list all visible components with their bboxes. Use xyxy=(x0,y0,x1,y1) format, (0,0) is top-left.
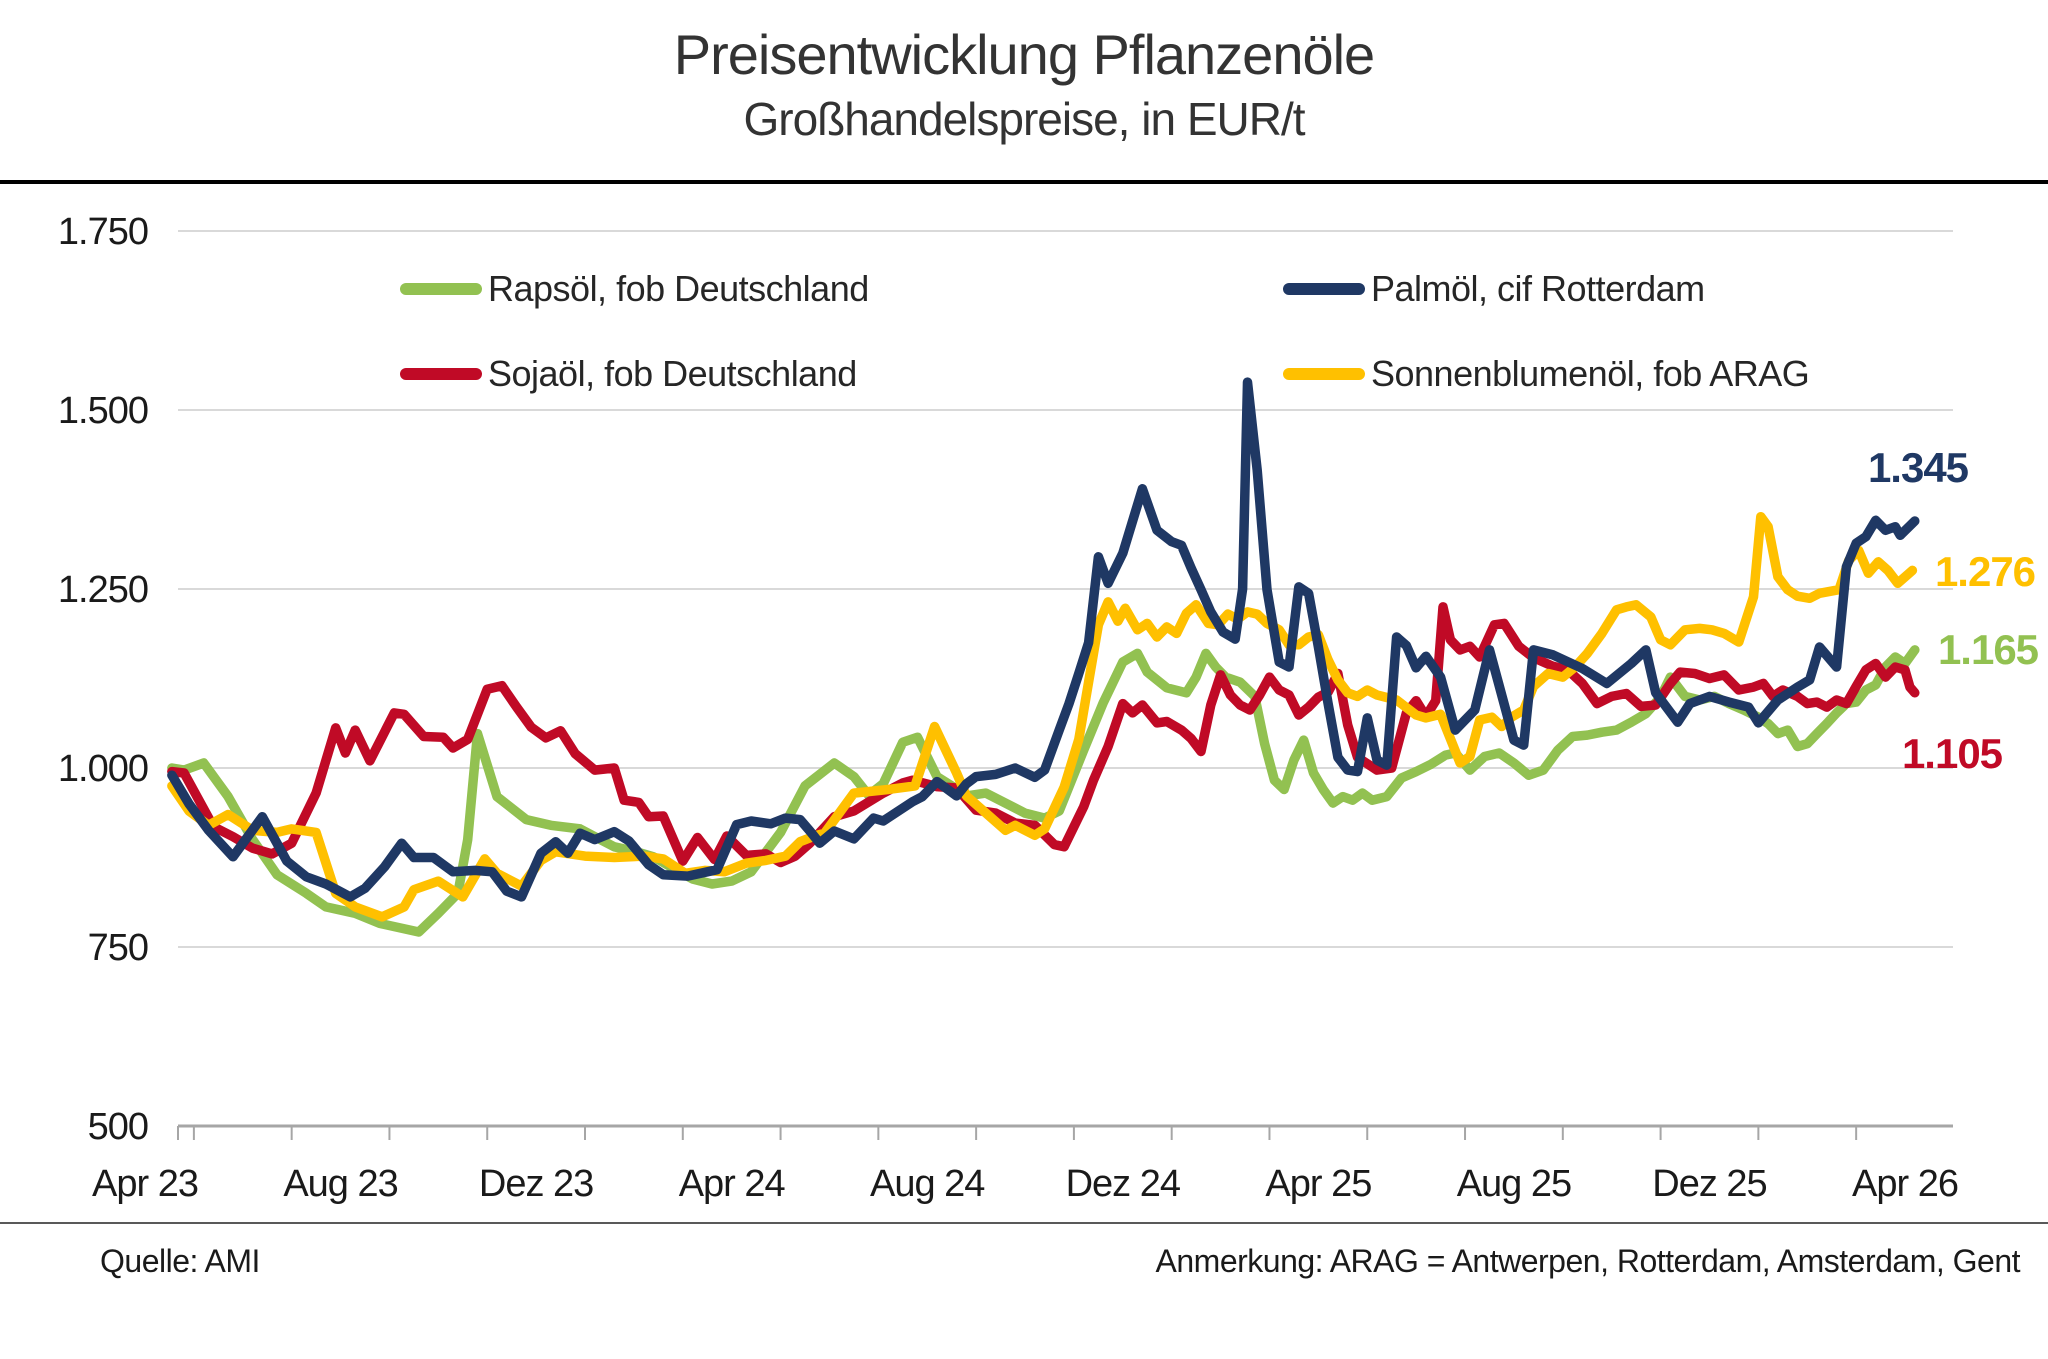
legend-label-rapsoel: Rapsöl, fob Deutschland xyxy=(488,268,869,309)
palmoel-line-swatch-icon xyxy=(1283,283,1365,295)
y-tick-label-1500: 1.500 xyxy=(58,390,148,432)
end-value-label-sojaoel: 1.105 xyxy=(1902,730,2003,777)
header-divider xyxy=(0,180,2048,184)
page-subtitle: Großhandelspreise, in EUR/t xyxy=(743,93,1305,145)
end-value-label-sonnenblumenoel: 1.276 xyxy=(1935,548,2035,595)
legend-item-sonnenblumenoel: Sonnenblumenöl, fob ARAG xyxy=(1283,353,1810,395)
legend-label-palmoel: Palmöl, cif Rotterdam xyxy=(1371,268,1705,309)
y-tick-label-500: 500 xyxy=(88,1106,148,1148)
legend-item-sojaoel: Sojaöl, fob Deutschland xyxy=(400,353,857,395)
remark-note: Anmerkung: ARAG = Antwerpen, Rotterdam, … xyxy=(1155,1243,2021,1279)
x-tick-label-dez-24: Dez 24 xyxy=(1066,1163,1181,1205)
rapsoel-line-swatch-icon xyxy=(400,283,482,295)
end-value-label-rapsoel: 1.165 xyxy=(1938,626,2039,673)
legend-label-sonnenblumenoel: Sonnenblumenöl, fob ARAG xyxy=(1371,353,1810,394)
series-line-palmoel xyxy=(167,377,1920,902)
legend-item-rapsoel: Rapsöl, fob Deutschland xyxy=(400,268,869,310)
source-note: Quelle: AMI xyxy=(100,1243,260,1279)
sojaoel-line-swatch-icon xyxy=(400,368,482,380)
x-tick-label-aug-24: Aug 24 xyxy=(870,1163,985,1205)
sonnenblumenoel-line-swatch-icon xyxy=(1283,368,1365,380)
legend-label-sojaoel: Sojaöl, fob Deutschland xyxy=(488,353,857,394)
x-tick-label-dez-23: Dez 23 xyxy=(479,1163,593,1205)
x-tick-label-apr-25: Apr 25 xyxy=(1265,1163,1371,1205)
x-tick-label-dez-25: Dez 25 xyxy=(1652,1163,1766,1205)
series-line-sonnenblumenoel xyxy=(167,511,1918,922)
x-tick-label-apr-26: Apr 26 xyxy=(1852,1163,1958,1205)
y-tick-label-1750: 1.750 xyxy=(58,211,148,253)
legend-item-palmoel: Palmöl, cif Rotterdam xyxy=(1283,268,1705,310)
end-value-label-palmoel: 1.345 xyxy=(1868,444,1969,491)
x-tick-label-apr-24: Apr 24 xyxy=(679,1163,786,1205)
x-tick-label-aug-23: Aug 23 xyxy=(283,1163,397,1205)
series-line-sojaoel xyxy=(167,602,1920,868)
x-tick-label-aug-25: Aug 25 xyxy=(1457,1163,1571,1205)
page-title: Preisentwicklung Pflanzenöle xyxy=(673,23,1375,86)
footer-divider xyxy=(0,1222,2048,1224)
x-tick-label-apr-23: Apr 23 xyxy=(92,1163,198,1205)
y-tick-label-1250: 1.250 xyxy=(58,569,148,611)
y-tick-label-1000: 1.000 xyxy=(58,748,148,790)
y-tick-label-750: 750 xyxy=(88,927,148,969)
